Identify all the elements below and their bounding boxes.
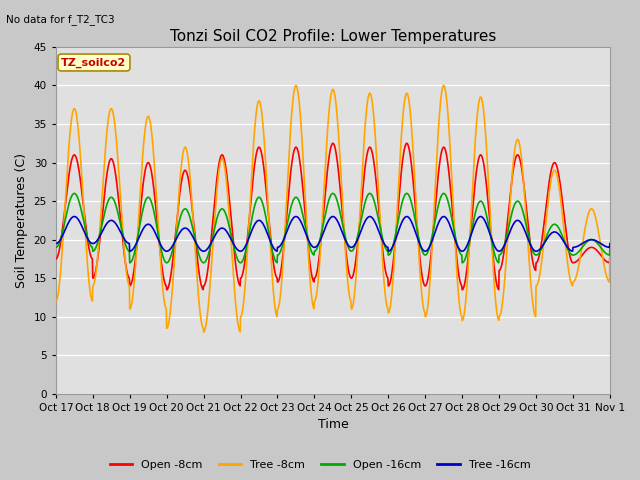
X-axis label: Time: Time — [317, 419, 348, 432]
Legend: Open -8cm, Tree -8cm, Open -16cm, Tree -16cm: Open -8cm, Tree -8cm, Open -16cm, Tree -… — [105, 456, 535, 474]
Title: Tonzi Soil CO2 Profile: Lower Temperatures: Tonzi Soil CO2 Profile: Lower Temperatur… — [170, 29, 496, 44]
Text: TZ_soilco2: TZ_soilco2 — [61, 58, 127, 68]
Y-axis label: Soil Temperatures (C): Soil Temperatures (C) — [15, 153, 28, 288]
Text: No data for f_T2_TC3: No data for f_T2_TC3 — [6, 14, 115, 25]
